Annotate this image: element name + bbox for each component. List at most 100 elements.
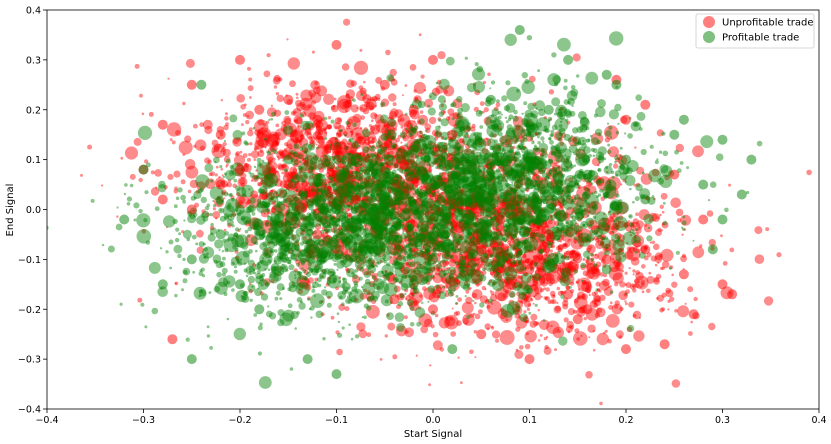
unprofitable-point	[286, 38, 289, 41]
unprofitable-point	[370, 224, 380, 233]
profitable-point	[233, 265, 238, 269]
unprofitable-point	[449, 317, 453, 321]
unprofitable-point	[207, 159, 212, 165]
profitable-point	[593, 263, 598, 268]
unprofitable-point	[418, 33, 422, 37]
unprofitable-point	[320, 158, 331, 168]
unprofitable-point	[283, 115, 292, 124]
unprofitable-point	[338, 173, 342, 177]
profitable-point	[257, 325, 263, 331]
unprofitable-point	[428, 202, 431, 205]
unprofitable-point	[366, 332, 372, 338]
unprofitable-point	[481, 211, 484, 214]
unprofitable-point	[754, 254, 765, 264]
unprofitable-point	[614, 282, 619, 287]
unprofitable-point	[394, 109, 404, 118]
unprofitable-point	[429, 364, 432, 367]
unprofitable-point	[641, 264, 646, 269]
unprofitable-point	[591, 157, 601, 166]
unprofitable-point	[369, 204, 374, 208]
profitable-point	[479, 125, 484, 129]
unprofitable-point	[413, 242, 419, 247]
unprofitable-point	[281, 171, 285, 175]
unprofitable-point	[533, 320, 539, 327]
profitable-point	[528, 311, 532, 315]
unprofitable-point	[558, 217, 563, 222]
unprofitable-point	[461, 301, 474, 314]
unprofitable-point	[318, 137, 321, 140]
profitable-point	[292, 226, 296, 230]
unprofitable-point	[273, 85, 278, 89]
unprofitable-point	[596, 307, 603, 314]
unprofitable-point	[452, 98, 463, 109]
unprofitable-point	[217, 143, 222, 149]
unprofitable-point	[496, 244, 500, 248]
unprofitable-point	[300, 111, 307, 118]
unprofitable-point	[268, 131, 280, 143]
unprofitable-point	[310, 182, 320, 192]
unprofitable-point	[266, 53, 271, 58]
unprofitable-point	[376, 192, 381, 197]
unprofitable-point	[472, 195, 476, 199]
profitable-point	[310, 316, 313, 319]
unprofitable-point	[552, 202, 557, 208]
unprofitable-point	[425, 249, 431, 255]
unprofitable-point	[506, 259, 510, 263]
unprofitable-point	[302, 235, 308, 241]
unprofitable-point	[335, 132, 339, 135]
unprofitable-point	[409, 134, 414, 139]
unprofitable-point	[420, 221, 424, 225]
unprofitable-point	[336, 129, 344, 137]
unprofitable-point	[420, 148, 427, 155]
unprofitable-point	[443, 142, 448, 147]
unprofitable-point	[329, 277, 332, 280]
profitable-point	[341, 326, 345, 330]
unprofitable-point	[409, 64, 417, 71]
unprofitable-point	[598, 289, 602, 293]
profitable-point	[195, 242, 199, 246]
profitable-point	[421, 301, 424, 305]
unprofitable-point	[386, 164, 393, 171]
unprofitable-point	[361, 136, 365, 140]
unprofitable-point	[247, 130, 254, 137]
unprofitable-point	[404, 288, 409, 293]
profitable-point	[297, 153, 303, 160]
unprofitable-point	[248, 152, 252, 157]
unprofitable-point	[178, 140, 193, 155]
unprofitable-point	[317, 137, 326, 145]
unprofitable-point	[249, 96, 252, 99]
unprofitable-point	[509, 200, 524, 215]
profitable-point	[436, 190, 439, 194]
unprofitable-point	[559, 202, 565, 208]
unprofitable-point	[728, 183, 732, 187]
unprofitable-point	[321, 226, 328, 232]
unprofitable-point	[371, 95, 378, 102]
unprofitable-point	[491, 223, 495, 226]
unprofitable-point	[345, 200, 352, 207]
unprofitable-point	[466, 263, 471, 269]
unprofitable-point	[588, 336, 591, 339]
unprofitable-point	[572, 53, 581, 62]
unprofitable-point	[484, 261, 490, 267]
profitable-point	[212, 204, 217, 208]
profitable-point	[615, 251, 627, 263]
unprofitable-point	[205, 178, 216, 189]
unprofitable-point	[693, 296, 698, 302]
unprofitable-point	[248, 77, 253, 82]
unprofitable-point	[558, 262, 562, 266]
profitable-point	[345, 120, 350, 125]
unprofitable-point	[225, 112, 228, 116]
unprofitable-point	[237, 177, 248, 187]
unprofitable-point	[643, 223, 648, 227]
unprofitable-point	[308, 186, 311, 189]
unprofitable-point	[314, 277, 319, 282]
unprofitable-point	[405, 174, 409, 178]
unprofitable-point	[569, 250, 574, 256]
profitable-point	[542, 319, 546, 322]
profitable-point	[541, 150, 545, 154]
unprofitable-point	[331, 156, 336, 161]
profitable-point	[438, 78, 450, 90]
unprofitable-point	[512, 247, 517, 252]
profitable-point	[590, 191, 594, 195]
unprofitable-point	[411, 165, 427, 181]
